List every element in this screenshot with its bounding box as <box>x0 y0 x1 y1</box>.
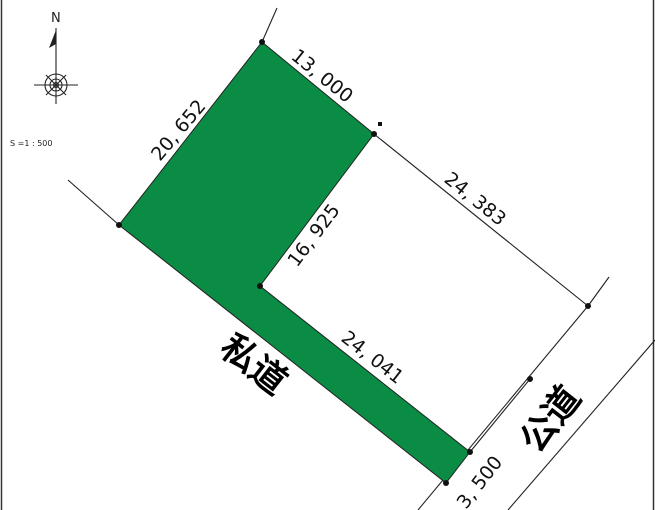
boundary-lines <box>67 7 655 510</box>
ext-line-left <box>67 179 120 226</box>
north-arrow-icon <box>34 28 78 104</box>
road-edge-upper <box>587 276 610 307</box>
north-label: N <box>51 11 61 26</box>
public-road-label: 公道 <box>513 379 590 461</box>
ext-line-top <box>261 7 278 43</box>
right-lot-boundary <box>373 133 589 307</box>
survey-points <box>116 39 591 486</box>
scale-label: S =1 : 500 <box>10 139 52 148</box>
road-far-edge <box>507 339 655 510</box>
road-center-tick <box>469 378 531 453</box>
dimension-right-diagonal: 24, 383 <box>440 168 510 231</box>
